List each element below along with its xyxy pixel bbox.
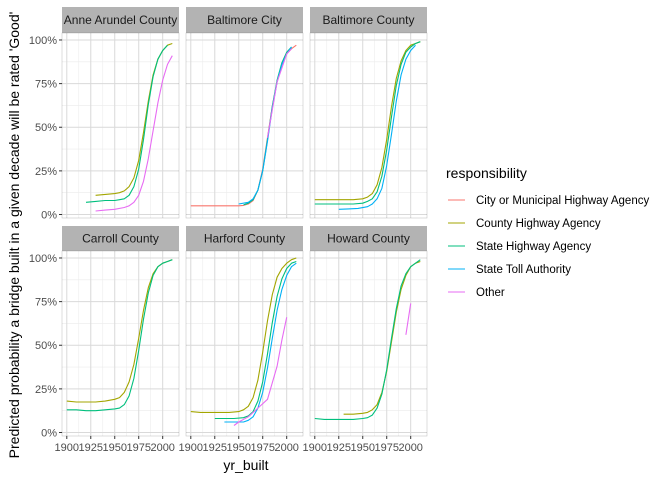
legend-entry-state-toll-authority: State Toll Authority <box>448 264 571 276</box>
series-line-county-highway-agency <box>190 257 297 413</box>
panel-strip <box>186 226 303 251</box>
x-tick-label: 2000 <box>150 442 174 454</box>
axes-layer: 0%25%50%75%100%0%25%50%75%100%1900 1925 19… <box>29 35 423 454</box>
y-tick-label: 75% <box>35 79 57 91</box>
y-axis-title: Predicted probability a bridge built in … <box>6 12 22 459</box>
series-line-state-highway-agency <box>214 260 297 420</box>
x-tick-label: 1925 <box>203 442 227 454</box>
series-line-state-toll-authority <box>238 46 292 205</box>
y-tick-label: 100% <box>29 35 57 47</box>
y-tick-label: 25% <box>35 384 57 396</box>
panel-title: Baltimore City <box>207 13 282 27</box>
panel-baltimore-city: Baltimore City <box>185 7 304 219</box>
y-tick-label: 0% <box>41 428 57 440</box>
x-tick-label: 1950 <box>103 442 127 454</box>
x-tick-label: 1925 <box>79 442 103 454</box>
panel-border <box>309 32 428 219</box>
panel-strip <box>186 7 303 33</box>
y-tick-label: 100% <box>29 253 57 265</box>
panel-border <box>309 250 428 437</box>
series-line-state-toll-authority <box>224 262 297 423</box>
panel-border <box>185 250 304 437</box>
x-tick-label: 2000 <box>274 442 298 454</box>
x-tick-label: 1950 <box>227 442 251 454</box>
panel-background <box>62 251 179 436</box>
y-tick-label: 75% <box>35 297 57 309</box>
series-line-other <box>95 55 173 212</box>
y-tick-label: 0% <box>41 210 57 222</box>
panel-title: Howard County <box>327 232 410 246</box>
panel-background <box>310 33 427 218</box>
panel-anne-arundel-county: Anne Arundel County <box>61 7 180 219</box>
series-line-county-highway-agency <box>314 41 421 201</box>
panel-border <box>61 250 180 437</box>
panel-background <box>310 251 427 436</box>
panel-strip <box>310 226 427 251</box>
legend-title: responsibility <box>446 165 527 181</box>
x-tick-label: 1900 <box>55 442 79 454</box>
panel-strip <box>310 7 427 33</box>
x-tick-label: 1975 <box>250 442 274 454</box>
x-tick-label: 2000 <box>398 442 422 454</box>
panel-harford-county: Harford County <box>185 226 304 437</box>
legend-entry-state-highway-agency: State Highway Agency <box>448 241 591 253</box>
y-tick-label: 50% <box>35 340 57 352</box>
series-line-other <box>405 303 412 335</box>
panel-title: Baltimore County <box>322 13 414 27</box>
x-tick-label: 1975 <box>374 442 398 454</box>
x-tick-label: 1925 <box>327 442 351 454</box>
series-line-state-toll-authority <box>338 44 416 210</box>
legend-label: State Toll Authority <box>476 264 571 276</box>
panels-layer: Anne Arundel County Baltimore City Baltimo… <box>61 7 428 437</box>
legend-label: County Highway Agency <box>476 218 601 230</box>
legend-label: City or Municipal Highway Agency <box>476 195 649 207</box>
panel-howard-county: Howard County <box>309 226 428 437</box>
panel-strip <box>62 226 179 251</box>
panel-baltimore-county: Baltimore County <box>309 7 428 219</box>
legend-label: State Highway Agency <box>476 241 591 253</box>
y-tick-label: 25% <box>35 166 57 178</box>
x-tick-label: 1950 <box>351 442 375 454</box>
panel-background <box>186 33 303 218</box>
series-line-state-highway-agency <box>314 41 421 205</box>
x-tick-label: 1900 <box>179 442 203 454</box>
panel-border <box>61 32 180 219</box>
panel-strip <box>62 7 179 33</box>
legend-label: Other <box>476 287 505 299</box>
legend-entry-other: Other <box>448 287 505 299</box>
panel-carroll-county: Carroll County <box>61 226 180 437</box>
x-axis-title: yr_built <box>223 457 268 473</box>
series-line-other <box>233 317 288 426</box>
series-line-state-highway-agency <box>314 259 421 420</box>
panel-title: Anne Arundel County <box>64 13 177 27</box>
panel-border <box>185 32 304 219</box>
y-tick-label: 50% <box>35 122 57 134</box>
panel-title: Carroll County <box>82 232 159 246</box>
series-line-other <box>266 48 292 138</box>
legend: responsibility City or Municipal Highway… <box>446 165 649 299</box>
panel-background <box>62 33 179 218</box>
x-tick-label: 1975 <box>126 442 150 454</box>
panel-background <box>186 251 303 436</box>
legend-entry-city-or-municipal-highway-agency: City or Municipal Highway Agency <box>448 195 649 207</box>
x-tick-label: 1900 <box>303 442 327 454</box>
panel-title: Harford County <box>204 232 285 246</box>
series-line-state-highway-agency <box>66 259 173 412</box>
legend-entry-county-highway-agency: County Highway Agency <box>448 218 601 230</box>
series-line-state-highway-agency <box>85 44 168 203</box>
